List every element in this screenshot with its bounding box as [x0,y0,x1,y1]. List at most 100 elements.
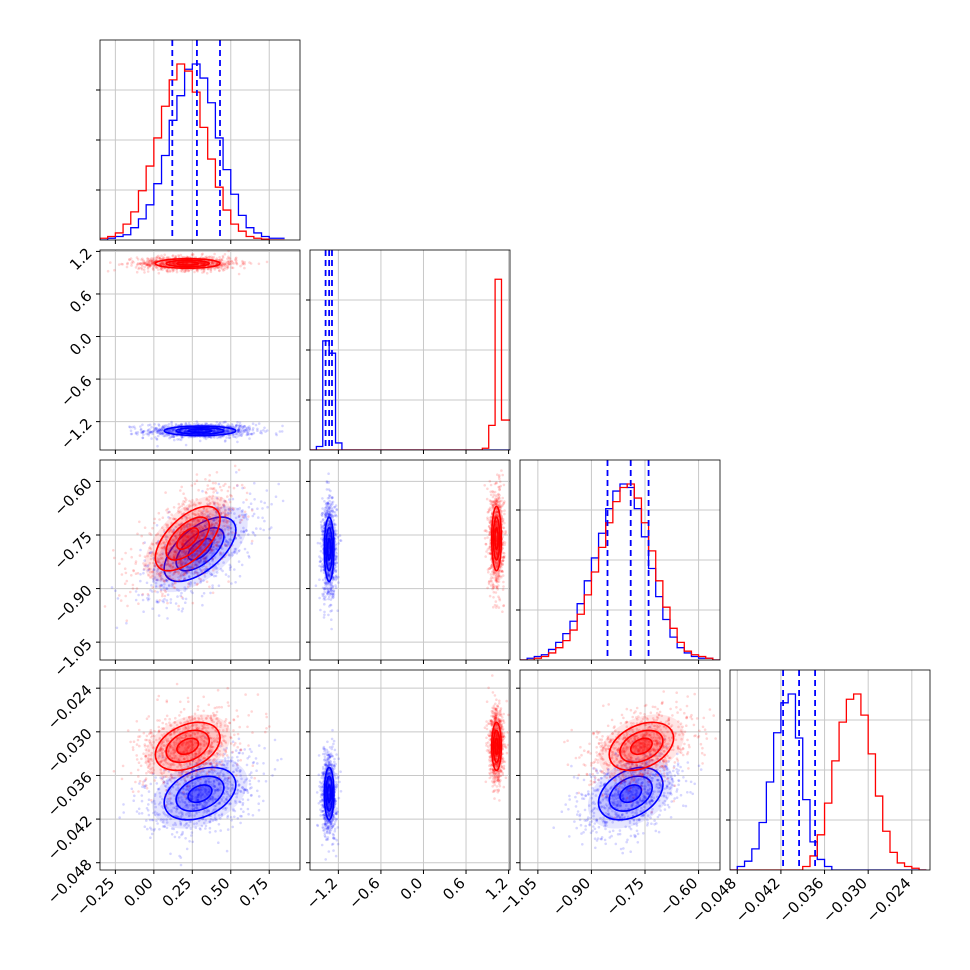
scatter-point [139,428,143,432]
scatter-point [180,561,183,564]
scatter-point [224,482,227,486]
scatter-point [210,530,213,534]
scatter-point [212,428,215,432]
scatter-point [148,263,151,267]
scatter-point [137,266,141,270]
scatter-point [160,263,163,266]
scatter-point [181,539,185,542]
scatter-point [328,522,332,526]
scatter-point [140,263,143,266]
scatter-point [213,501,217,505]
scatter-point [151,262,154,265]
scatter-point [149,261,152,265]
scatter-point [193,270,196,274]
scatter-point [180,423,183,427]
scatter-point [179,574,183,578]
scatter-point [204,422,207,425]
scatter-point [216,430,219,433]
scatter-point [328,513,332,516]
scatter-point [224,513,227,516]
scatter-point [166,507,170,511]
scatter-point [160,583,164,587]
scatter-point [132,425,136,429]
scatter-point [143,271,146,274]
scatter-point [178,564,182,567]
scatter-point [192,530,196,533]
scatter-point [208,562,212,566]
scatter-point [213,519,216,522]
scatter-point [212,531,215,534]
scatter-point [158,428,161,431]
scatter-point [328,564,331,568]
scatter-point [232,435,235,438]
scatter-point [328,512,331,516]
contour-line [163,425,237,437]
scatter-point [139,431,143,434]
scatter-point [193,553,197,556]
scatter-point [174,550,177,554]
scatter-point [230,266,234,269]
scatter-point [188,499,191,503]
scatter-point [152,580,155,583]
scatter-point [147,594,150,597]
scatter-point [178,505,182,509]
scatter-point [208,479,211,482]
scatter-point [336,609,340,612]
scatter-point [238,433,241,436]
scatter-point [243,547,247,551]
scatter-point [130,432,134,436]
scatter-point [180,485,183,489]
scatter-point [216,266,220,270]
scatter-point [489,573,493,576]
scatter-point [216,512,219,515]
scatter-point [227,532,230,536]
scatter-point [200,256,203,259]
scatter-point [182,500,185,503]
scatter-point [237,428,240,432]
scatter-point [188,575,191,578]
scatter-point [198,423,201,426]
scatter-point [131,259,134,263]
scatter-point [172,540,175,543]
scatter-point [165,575,169,578]
scatter-point [162,256,165,259]
scatter-point [170,435,173,439]
scatter-point [158,572,161,575]
scatter-point [212,574,216,578]
scatter-point [189,534,192,538]
scatter-point [204,525,208,529]
scatter-point [230,430,233,433]
scatter-point [228,506,231,510]
scatter-point [187,435,191,439]
scatter-point [188,504,191,507]
scatter-point [266,429,269,432]
scatter-point [142,571,145,575]
scatter-point [213,261,216,264]
scatter-point [326,496,330,500]
scatter-point [242,262,245,265]
scatter-point [159,573,163,576]
scatter-point [226,265,230,269]
scatter-point [223,262,227,266]
scatter-point [232,507,235,511]
scatter-point [186,556,189,560]
scatter-point [226,261,229,264]
scatter-point [175,556,179,560]
scatter-point [182,538,186,541]
scatter-point [171,262,175,265]
scatter-point [211,533,215,537]
scatter-point [275,433,278,437]
scatter-point [213,504,217,507]
scatter-point [200,528,203,532]
scatter-point [486,586,489,590]
scatter-point [168,564,171,567]
scatter-point [334,586,338,589]
scatter-point [168,510,171,514]
scatter-point [234,547,238,551]
scatter-point [262,429,265,432]
scatter-point [155,256,158,260]
scatter-point [213,524,217,528]
scatter-point [248,427,251,431]
scatter-point [167,516,170,519]
scatter-point [134,432,138,435]
